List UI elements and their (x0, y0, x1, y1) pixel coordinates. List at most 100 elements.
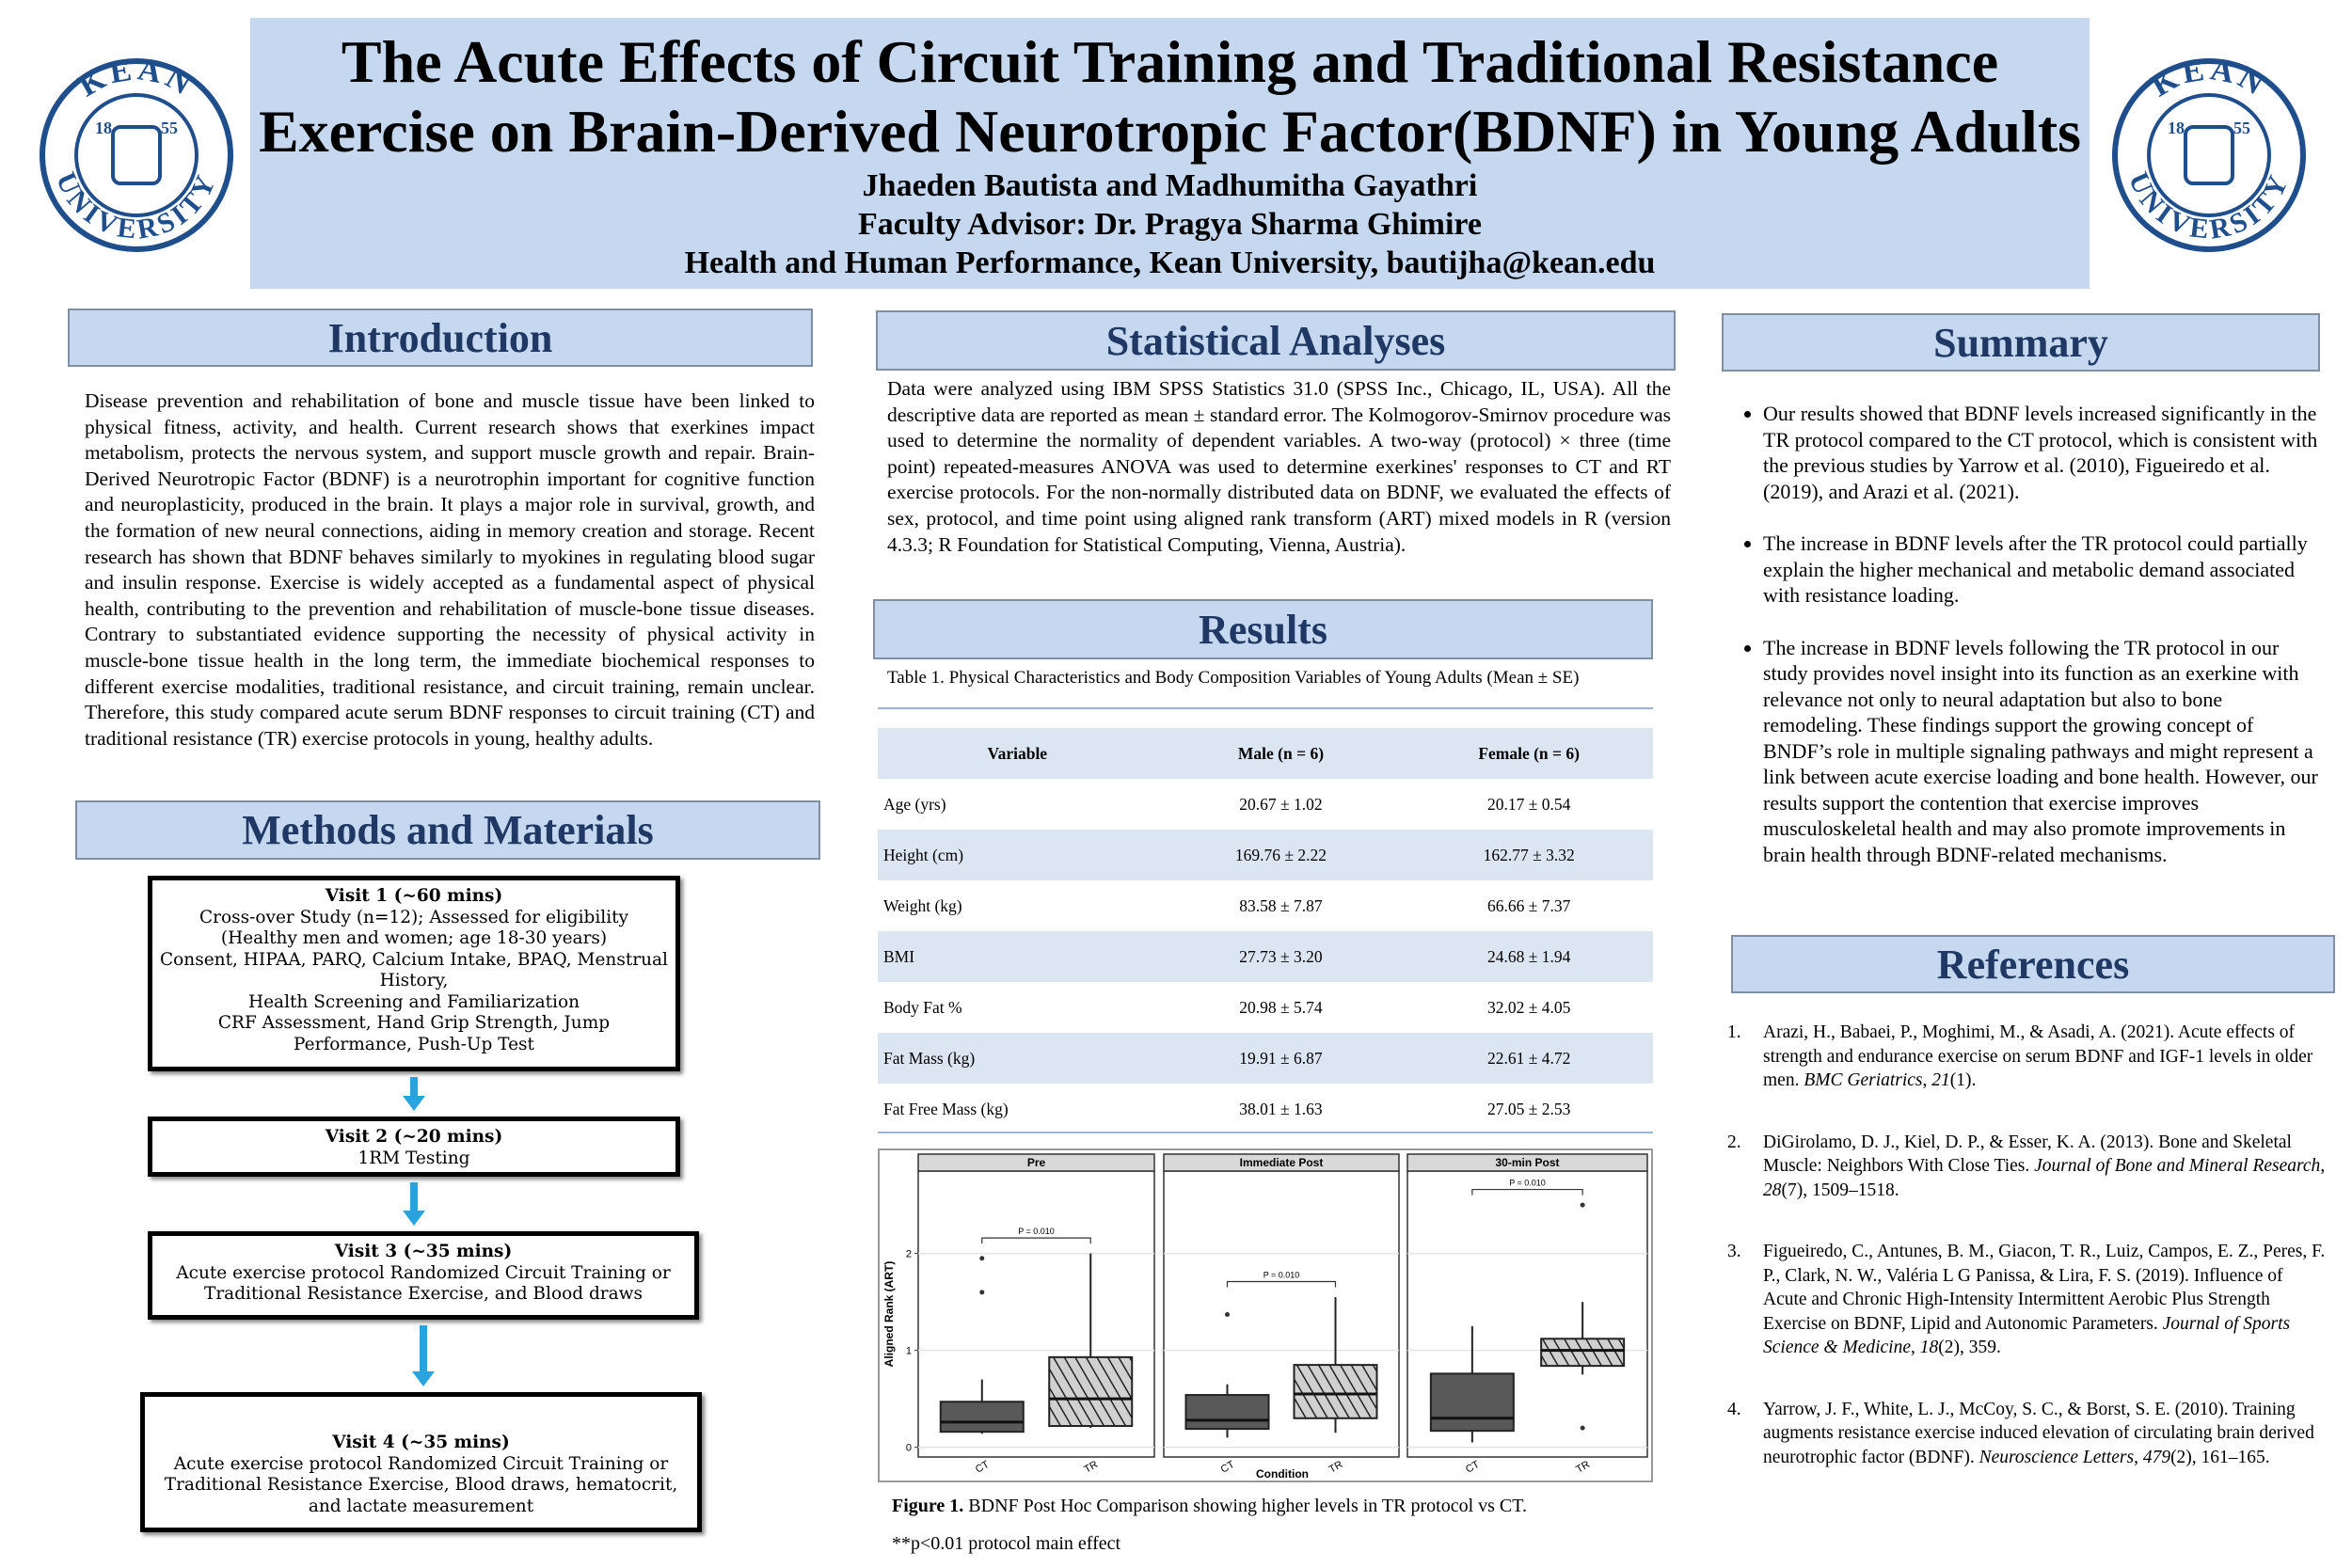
section-heading: Statistical Analyses (876, 310, 1676, 371)
logo-ring (74, 93, 199, 217)
reference-text: BMC Geriatrics (1804, 1070, 1923, 1090)
reference: 3. Figueiredo, C., Antunes, B. M., Giacon… (1727, 1240, 2329, 1360)
reference-number: 4. (1727, 1399, 1741, 1419)
significance-label: P = 0.010 (1509, 1179, 1546, 1188)
table-cell: 20.67 ± 1.02 (1239, 794, 1323, 814)
reference-text: 21 (1931, 1070, 1950, 1090)
logo-ring (2147, 93, 2271, 217)
table-cell: Height (cm) (883, 845, 964, 864)
summary-bullet: The increase in BDNF levels after the TR… (1763, 531, 2322, 609)
reference: 1. Arazi, H., Babaei, P., Moghimi, M., & … (1727, 1021, 2329, 1093)
visit-line: Consent, HIPAA, PARQ, Calcium Intake, BP… (160, 949, 668, 991)
arrow (412, 1325, 435, 1386)
visit-line: 1RM Testing (358, 1148, 470, 1168)
table-row: Body Fat % 20.98 ± 5.74 32.02 ± 4.05 (878, 982, 1653, 1033)
visit-line: Acute exercise protocol Randomized Circu… (164, 1453, 678, 1516)
reference-text: Figueiredo, C., Antunes, B. M., Giacon, … (1763, 1242, 2326, 1334)
outlier (979, 1256, 985, 1261)
panel-strip (917, 1153, 1155, 1172)
visit-box: Visit 2 (~20 mins) 1RM Testing (148, 1117, 680, 1177)
column-header: Female (n = 6) (1478, 743, 1580, 763)
significance-bracket (1226, 1280, 1337, 1288)
table-cell: 24.68 ± 1.94 (1486, 946, 1571, 966)
table-cell: 162.77 ± 3.32 (1483, 845, 1575, 864)
reference-number: 2. (1727, 1132, 1741, 1152)
reference-text: Journal of Sports Science & Medicine (1763, 1313, 2291, 1358)
visit-title: Visit 2 (~20 mins) (325, 1127, 503, 1147)
table-row: BMI 27.73 ± 3.20 24.68 ± 1.94 (878, 931, 1653, 982)
summary-bullet: Our results showed that BDNF levels incr… (1763, 401, 2322, 504)
reference-text: , (2320, 1156, 2326, 1176)
significance-bracket (981, 1237, 1091, 1244)
table-cell: Weight (kg) (883, 895, 962, 915)
reference-text: (1). (1949, 1070, 1977, 1090)
table-cell: 27.05 ± 2.53 (1486, 1099, 1571, 1118)
logo-year: 55 (2233, 119, 2250, 137)
authors: Jhaeden Bautista and Madhumitha Gayathri (862, 168, 1478, 203)
visit-line: Cross-over Study (n=12); Assessed for el… (199, 907, 629, 927)
logo-ring (40, 58, 233, 252)
logo-shield (2184, 125, 2234, 185)
panel-strip (1163, 1153, 1400, 1172)
reference-text: Yarrow, J. F., White, L. J., McCoy, S. C… (1763, 1399, 2314, 1467)
table-caption: Table 1. Physical Characteristics and Bo… (887, 668, 1580, 688)
visit-line: (Healthy men and women; age 18-30 years) (220, 928, 608, 948)
reference-text: , (1911, 1338, 1920, 1357)
logo-year: 18 (2168, 119, 2185, 137)
reference-text: (2), 161–165. (2170, 1447, 2270, 1467)
box (1048, 1355, 1134, 1428)
section-heading: Summary (1722, 313, 2320, 372)
table-row: Fat Mass (kg) 19.91 ± 6.87 22.61 ± 4.72 (878, 1033, 1653, 1084)
table-cell: Fat Mass (kg) (883, 1048, 976, 1068)
section-heading: Introduction (68, 309, 813, 367)
significance-label: P = 0.010 (1263, 1270, 1300, 1279)
intro-text: Disease prevention and rehabilitation of… (85, 389, 815, 750)
y-axis-label: Aligned Rank (ART) (882, 1261, 896, 1368)
reference-number: 1. (1727, 1022, 1741, 1042)
panel-title: Pre (1027, 1156, 1046, 1169)
outlier (979, 1290, 985, 1295)
section-heading: Methods and Materials (75, 800, 820, 860)
stats-text: Data were analyzed using IBM SPSS Statis… (887, 377, 1671, 556)
logo-year: 55 (161, 119, 178, 137)
advisor: Faculty Advisor: Dr. Pragya Sharma Ghimi… (858, 207, 1482, 242)
box (1540, 1338, 1626, 1368)
visit-line: Health Screening and Familiarization (247, 991, 580, 1012)
visit-box: Visit 4 (~35 mins) Acute exercise protoco… (140, 1392, 702, 1532)
box (1429, 1372, 1515, 1433)
reference-text: DiGirolamo, D. J., Kiel, D. P., & Esser,… (1763, 1132, 2292, 1177)
header: The Acute Effects of Circuit Training an… (250, 18, 2090, 289)
column-header: Male (n = 6) (1237, 743, 1325, 763)
y-tick-label: 1 (906, 1346, 912, 1357)
visit-line: CRF Assessment, Hand Grip Strength, Jump… (217, 1013, 611, 1054)
reference-list: 1. Arazi, H., Babaei, P., Moghimi, M., & … (1727, 1021, 2329, 1507)
visit-box: Visit 3 (~35 mins) Acute exercise protoco… (148, 1231, 699, 1320)
reference: 4. Yarrow, J. F., White, L. J., McCoy, S.… (1727, 1398, 2329, 1470)
table-cell: 66.66 ± 7.37 (1486, 895, 1571, 915)
reference-text: Neuroscience Letters (1979, 1447, 2135, 1467)
x-axis-label: Condition (1256, 1467, 1309, 1481)
table-cell: 20.17 ± 0.54 (1486, 794, 1571, 814)
section-heading: Results (873, 599, 1653, 659)
box (1293, 1364, 1378, 1419)
table-row: Fat Free Mass (kg) 38.01 ± 1.63 27.05 ± 2.… (878, 1084, 1653, 1134)
arrow (403, 1182, 425, 1226)
table-header-row: Variable Male (n = 6) Female (n = 6) (878, 728, 1653, 779)
figure-caption: Figure 1. BDNF Post Hoc Comparison showi… (892, 1496, 1527, 1517)
box (1184, 1394, 1270, 1431)
table-cell: BMI (883, 946, 915, 966)
table-cell: 22.61 ± 4.72 (1486, 1048, 1571, 1068)
visit-title: Visit 3 (~35 mins) (334, 1242, 513, 1261)
logo-year: 18 (95, 119, 112, 137)
table-row: Height (cm) 169.76 ± 2.22 162.77 ± 3.32 (878, 830, 1653, 880)
summary-bullet: The increase in BDNF levels following th… (1763, 635, 2322, 868)
summary-list: Our results showed that BDNF levels incr… (1729, 401, 2322, 894)
column-header: Variable (987, 743, 1048, 763)
table-row: Age (yrs) 20.67 ± 1.02 20.17 ± 0.54 (878, 779, 1653, 830)
reference-text: 28 (1763, 1180, 1782, 1200)
table-cell: Fat Free Mass (kg) (883, 1099, 1009, 1118)
